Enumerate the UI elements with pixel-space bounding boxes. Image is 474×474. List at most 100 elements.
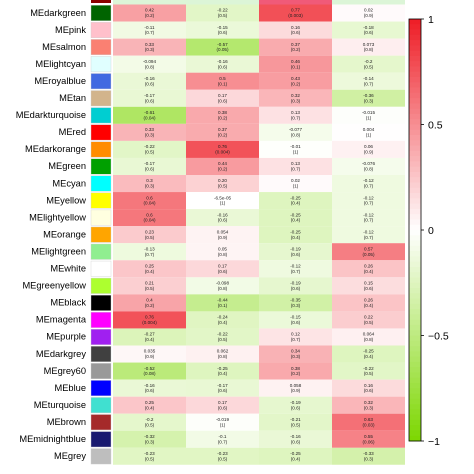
cell-value-label: -0.16 [217,212,228,217]
colorbar-segment [409,71,421,78]
colorbar-segment [409,356,421,363]
colorbar-segment [409,182,421,189]
colorbar-segment [409,435,421,442]
heatmap-cell [186,345,259,363]
cell-value-label: 0.23 [145,229,154,234]
module-swatch [90,380,112,397]
cell-value-label: 0.035 [144,349,156,354]
cell-value-label: -0.25 [290,212,301,217]
heatmap-cell [332,106,405,124]
cell-pvalue-label: (0.7) [364,201,374,206]
colorbar-segment [409,298,421,305]
colorbar-segment [409,377,421,384]
heatmap-cell [186,243,259,261]
row-label: MEdarkgreen [30,8,86,18]
module-swatch [90,260,112,277]
cell-pvalue-label: (0.5) [218,456,228,461]
heatmap-cell [186,38,259,56]
cell-value-label: -0.44 [217,298,228,303]
colorbar-segment [409,230,421,236]
colorbar-segment [409,214,421,220]
colorbar-segment [409,266,421,273]
row-label: MEgrey [54,451,86,461]
cell-value-label: -0.1 [219,434,227,439]
heatmap-cell [113,209,186,227]
heatmap-cell [186,21,259,39]
heatmap-cell [113,89,186,107]
cell-pvalue-label: (0.5) [291,422,301,427]
module-swatch [90,209,112,226]
cell-value-label: 0.21 [145,281,154,286]
module-swatch [90,397,112,414]
row-label: MEgrey60 [44,366,86,376]
cell-value-label: 0.02 [291,178,300,183]
colorbar-segment [409,282,421,289]
cell-pvalue-label: (0.4) [364,354,374,359]
colorbar-segment [409,319,421,326]
row-label: MEorange [43,229,86,239]
heatmap-cell [113,294,186,312]
cell-pvalue-label: (0.7) [364,218,374,223]
cell-pvalue-label: (0.6) [145,81,155,86]
heatmap-cell [332,157,405,175]
cell-pvalue-label: (0.2) [145,303,155,308]
colorbar-segment [409,193,421,199]
colorbar-segment [409,235,421,241]
cell-pvalue-label: (0.4) [364,269,374,274]
colorbar-segment [409,161,421,168]
cell-value-label: -0.27 [144,332,155,337]
cell-pvalue-label: (0.2) [291,81,301,86]
cell-value-label: -0.33 [363,451,374,456]
cell-value-label: 0.76 [145,315,154,320]
cell-pvalue-label: (0.5) [218,13,228,18]
cell-pvalue-label: (1) [366,115,372,120]
heatmap-cell [259,4,332,22]
cell-value-label: 0.13 [291,110,300,115]
cell-pvalue-label: (0.5) [145,422,155,427]
cell-value-label: -0.25 [217,366,228,371]
cell-value-label: 0.12 [291,332,300,337]
cell-value-label: -0.17 [217,383,228,388]
heatmap-cell [259,447,332,465]
module-swatch [90,107,112,124]
colorbar-segment [409,261,421,268]
heatmap-cell [332,38,405,56]
cell-pvalue-label: (1) [293,184,299,189]
cell-pvalue-label: (0.6) [218,218,228,223]
row-label: MEmagenta [36,315,87,325]
heatmap-cell [259,209,332,227]
cell-pvalue-label: (0.3) [364,456,374,461]
cell-pvalue-label: (0.5) [218,184,228,189]
colorbar-segment [409,45,421,52]
cell-value-label: 0.46 [291,59,300,64]
row-label: MElightyellow [29,212,86,222]
heatmap-cell [259,294,332,312]
cell-pvalue-label: (0.6) [364,286,374,291]
cell-value-label: 0.42 [145,8,154,13]
cell-pvalue-label: (0.03) [362,422,374,427]
module-swatch [90,90,112,107]
heatmap-cell [259,243,332,261]
cell-pvalue-label: (0.3) [145,47,155,52]
cell-pvalue-label: (0.9) [291,388,301,393]
heatmap-cell [113,21,186,39]
cell-pvalue-label: (0.04) [143,115,155,120]
cell-value-label: 0.26 [364,298,373,303]
cell-pvalue-label: (1) [366,132,372,137]
cell-pvalue-label: (0.7) [145,252,155,257]
heatmap-cell [113,4,186,22]
cell-pvalue-label: (0.6) [145,98,155,103]
heatmap-cell [259,379,332,397]
cell-pvalue-label: (0.1) [218,81,228,86]
heatmap-cell [332,396,405,414]
heatmap-cell [332,294,405,312]
cell-value-label: -0.12 [363,195,374,200]
heatmap-cell [186,430,259,448]
heatmap-cell [186,277,259,295]
heatmap-cell [113,345,186,363]
cell-pvalue-label: (0.1) [218,303,228,308]
heatmap-cell [332,260,405,278]
colorbar-segment [409,430,421,437]
colorbar-segment [409,404,421,410]
cell-value-label: -0.23 [217,451,228,456]
